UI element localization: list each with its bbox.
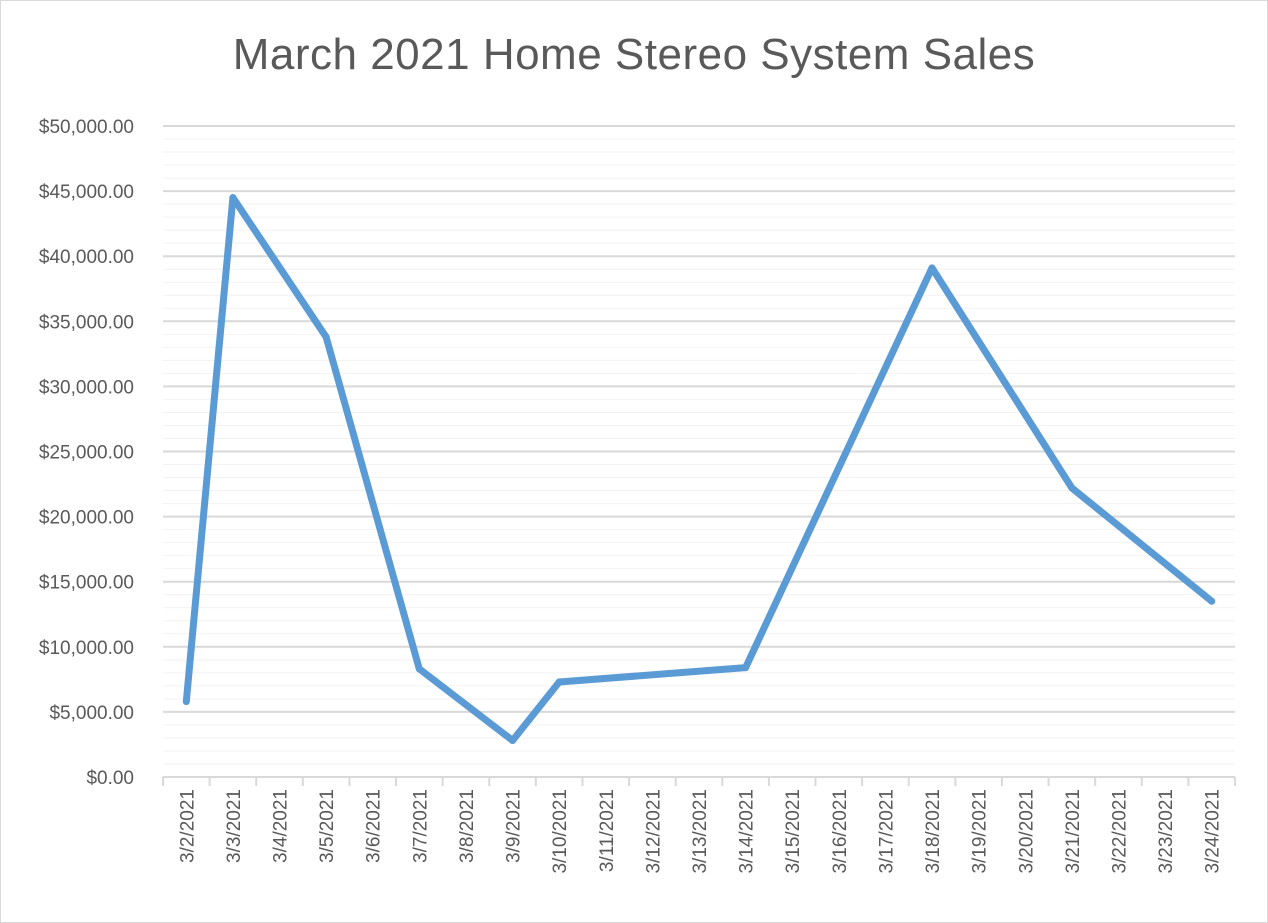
- data-point: [1068, 484, 1076, 492]
- x-axis: [162, 776, 1236, 786]
- x-tick-label: 3/23/2021: [1156, 789, 1177, 874]
- x-tick-label: 3/4/2021: [271, 789, 292, 863]
- x-tick-label: 3/14/2021: [737, 789, 758, 874]
- x-tick-label: 3/20/2021: [1016, 789, 1037, 874]
- x-tick-label: 3/22/2021: [1109, 789, 1130, 874]
- x-tick-label: 3/13/2021: [690, 789, 711, 874]
- series-line: [182, 194, 1216, 744]
- data-point: [1208, 597, 1216, 605]
- x-tick-label: 3/17/2021: [876, 789, 897, 874]
- y-tick-label: $10,000.00: [39, 638, 134, 659]
- y-tick-label: $25,000.00: [39, 443, 134, 464]
- x-tick-label: 3/2/2021: [177, 789, 198, 863]
- y-axis-tick-labels: $0.00 $5,000.00 $10,000.00 $15,000.00 $20,00…: [39, 117, 134, 789]
- data-point: [742, 664, 750, 672]
- y-tick-label: $30,000.00: [39, 377, 134, 398]
- data-point: [322, 333, 330, 341]
- data-point: [555, 678, 563, 686]
- major-gridlines: [163, 125, 1235, 713]
- y-tick-label: $5,000.00: [49, 703, 134, 724]
- data-point: [182, 697, 190, 705]
- y-tick-label: $40,000.00: [39, 247, 134, 268]
- x-tick-label: 3/9/2021: [504, 789, 525, 863]
- y-tick-label: $45,000.00: [39, 182, 134, 203]
- x-axis-tick-labels: 3/2/2021 3/3/2021 3/4/2021 3/5/2021 3/6/2021…: [177, 789, 1223, 874]
- x-tick-label: 3/8/2021: [457, 789, 478, 863]
- chart-title: March 2021 Home Stereo System Sales: [232, 30, 1036, 79]
- x-tick-label: 3/5/2021: [317, 789, 338, 863]
- data-point: [415, 665, 423, 673]
- data-point: [928, 264, 936, 272]
- x-tick-label: 3/24/2021: [1203, 789, 1224, 874]
- x-tick-label: 3/11/2021: [597, 789, 618, 872]
- x-tick-label: 3/19/2021: [970, 789, 991, 874]
- x-tick-label: 3/16/2021: [830, 789, 851, 874]
- x-tick-label: 3/18/2021: [923, 789, 944, 874]
- x-tick-label: 3/10/2021: [550, 789, 571, 874]
- y-tick-label: $35,000.00: [39, 312, 134, 333]
- x-tick-label: 3/21/2021: [1063, 789, 1084, 874]
- data-point: [509, 737, 517, 745]
- x-tick-label: 3/3/2021: [224, 789, 245, 863]
- y-tick-label: $20,000.00: [39, 508, 134, 529]
- y-tick-label: $0.00: [86, 768, 134, 789]
- x-tick-label: 3/7/2021: [410, 789, 431, 863]
- y-tick-label: $15,000.00: [39, 573, 134, 594]
- data-point: [229, 194, 237, 202]
- x-tick-label: 3/6/2021: [364, 789, 385, 863]
- y-tick-label: $50,000.00: [39, 117, 134, 138]
- x-tick-label: 3/15/2021: [783, 789, 804, 874]
- series-sales: [182, 194, 1216, 745]
- x-tick-label: 3/12/2021: [643, 789, 664, 874]
